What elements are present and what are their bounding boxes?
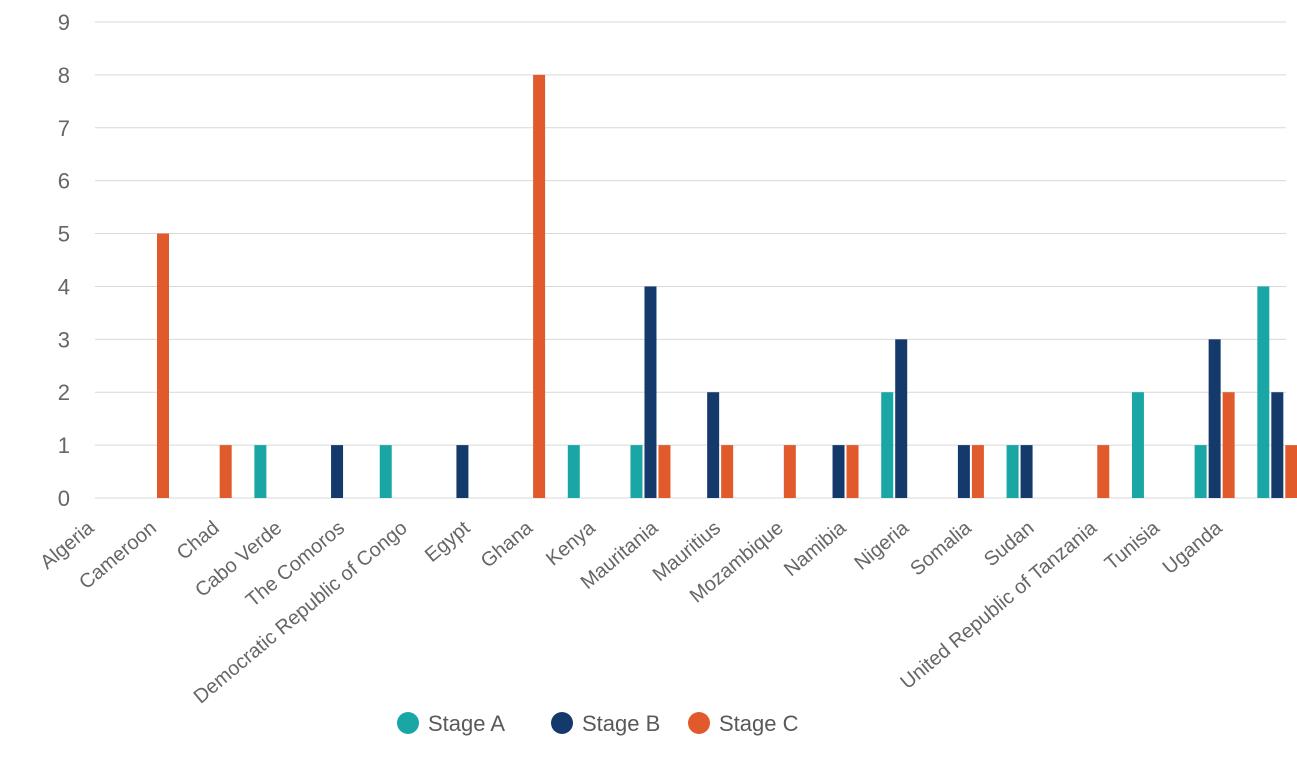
bar-stage-b — [644, 286, 657, 498]
legend-marker — [397, 712, 419, 734]
legend-label: Stage C — [719, 711, 799, 736]
bar-stage-c — [971, 445, 984, 498]
bar-stage-c — [219, 445, 232, 498]
bar-stage-a — [254, 445, 267, 498]
legend: Stage A Stage B Stage C — [397, 711, 799, 736]
x-tick-label: Egypt — [421, 517, 475, 567]
bar-stage-a — [1257, 286, 1270, 498]
x-tick-label: Kenya — [542, 516, 600, 570]
bar-stage-c — [533, 74, 546, 498]
y-tick-label: 4 — [58, 274, 70, 299]
bar-stage-c — [783, 445, 796, 498]
y-tick-label: 0 — [58, 486, 70, 511]
bar-stage-c — [157, 233, 169, 499]
bar-stage-b — [1020, 445, 1033, 498]
bar-stage-b — [707, 392, 720, 498]
bar-stage-c — [846, 445, 859, 498]
bar-stage-a — [881, 392, 894, 498]
bar-stage-b — [895, 339, 908, 498]
bar-stage-b — [957, 445, 970, 498]
x-tick-label: Nigeria — [850, 516, 913, 574]
x-tick-label: Namibia — [780, 516, 851, 581]
bar-stage-c — [658, 445, 671, 498]
bar-stage-c — [1222, 392, 1235, 498]
bars — [157, 74, 1297, 499]
x-tick-label: Ghana — [477, 516, 538, 572]
bar-stage-b — [456, 445, 469, 498]
bar-stage-c — [1285, 445, 1297, 498]
legend-label: Stage A — [428, 711, 505, 736]
y-tick-label: 1 — [58, 433, 70, 458]
y-tick-label: 8 — [58, 63, 70, 88]
bar-stage-b — [331, 445, 344, 498]
bar-stage-c — [721, 445, 734, 498]
x-tick-label: Somalia — [906, 516, 976, 580]
y-tick-label: 5 — [58, 222, 70, 247]
legend-marker — [551, 712, 573, 734]
x-tick-label: Chad — [173, 517, 224, 565]
bar-stage-a — [1131, 392, 1144, 498]
y-tick-label: 3 — [58, 327, 70, 352]
bar-stage-b — [1271, 392, 1284, 498]
y-tick-label: 7 — [58, 116, 70, 141]
bar-stage-b — [1208, 339, 1221, 498]
y-axis-ticks: 0 1 2 3 4 5 6 7 8 9 — [58, 10, 70, 511]
x-tick-label: Uganda — [1159, 516, 1227, 578]
bar-stage-a — [567, 445, 580, 498]
legend-label: Stage B — [582, 711, 660, 736]
x-tick-label: Tunisia — [1101, 516, 1165, 574]
y-tick-label: 9 — [58, 10, 70, 35]
x-tick-label: Sudan — [980, 517, 1038, 571]
bar-stage-c — [1097, 445, 1110, 498]
y-tick-label: 6 — [58, 169, 70, 194]
bar-stage-a — [1006, 445, 1019, 498]
legend-marker — [688, 712, 710, 734]
bar-stage-a — [379, 445, 392, 498]
y-tick-label: 2 — [58, 380, 70, 405]
bar-stage-a — [1194, 445, 1207, 498]
gridlines — [95, 21, 1286, 499]
bar-stage-b — [832, 445, 845, 498]
bar-stage-a — [630, 445, 643, 498]
